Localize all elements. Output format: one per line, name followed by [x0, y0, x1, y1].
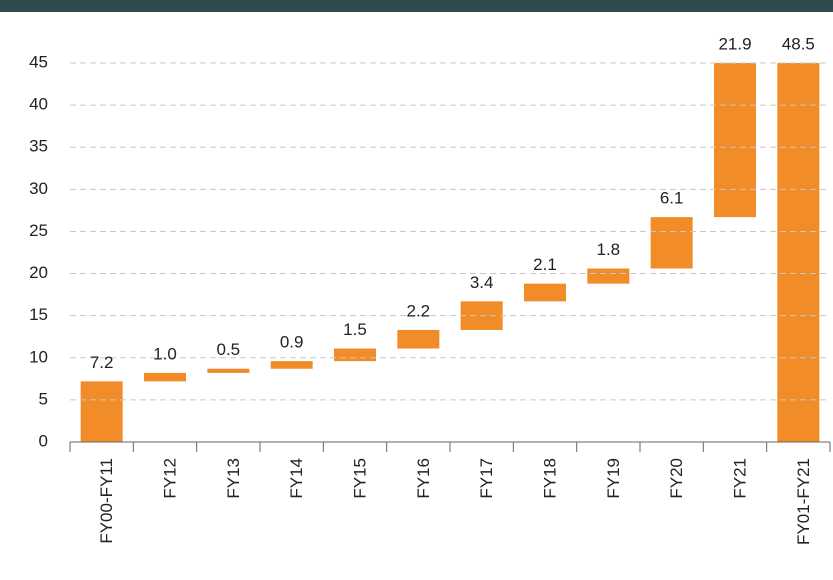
x-tick-label: FY16 [414, 458, 433, 499]
data-label: 6.1 [660, 189, 684, 208]
x-tick-label: FY21 [730, 458, 749, 499]
x-tick-label: FY14 [287, 458, 306, 499]
data-label: 2.1 [533, 255, 557, 274]
data-label: 1.8 [597, 240, 621, 259]
bar [587, 268, 630, 284]
data-label: 0.5 [217, 340, 241, 359]
y-tick-label: 30 [29, 179, 48, 198]
bar [714, 63, 756, 218]
x-tick-label: FY20 [667, 458, 686, 499]
x-tick-label: FY19 [604, 458, 623, 499]
data-label: 3.4 [470, 273, 494, 292]
bar [397, 329, 440, 349]
y-tick-label: 10 [29, 347, 48, 366]
data-label: 0.9 [280, 333, 304, 352]
y-tick-label: 35 [29, 137, 48, 156]
header-bar [0, 0, 833, 12]
y-tick-label: 20 [29, 263, 48, 282]
y-tick-label: 5 [39, 389, 48, 408]
x-tick-label: FY18 [540, 458, 559, 499]
bar [650, 217, 693, 269]
x-tick-label: FY13 [224, 458, 243, 499]
x-tick-label: FY17 [477, 458, 496, 499]
y-tick-label: 40 [29, 95, 48, 114]
x-tick-label: FY00-FY11 [97, 458, 116, 544]
bar [144, 372, 186, 382]
y-tick-label: 25 [29, 221, 48, 240]
bar [80, 381, 123, 442]
x-tick-label: FY12 [160, 458, 179, 499]
x-tick-label: FY15 [350, 458, 369, 499]
y-tick-label: 0 [39, 431, 48, 450]
bar [270, 361, 313, 369]
data-label: 1.5 [343, 320, 367, 339]
data-label: 1.0 [153, 344, 177, 363]
data-label: 21.9 [718, 34, 751, 53]
data-label: 48.5 [782, 34, 815, 53]
bar [524, 283, 566, 302]
y-tick-label: 15 [29, 305, 48, 324]
data-label: 2.2 [407, 301, 431, 320]
bar [777, 63, 820, 443]
data-label: 7.2 [90, 353, 114, 372]
bar [207, 368, 250, 373]
x-tick-label: FY01-FY21 [794, 458, 813, 545]
bar [334, 348, 376, 362]
y-tick-label: 45 [29, 52, 48, 71]
bars [80, 63, 820, 443]
